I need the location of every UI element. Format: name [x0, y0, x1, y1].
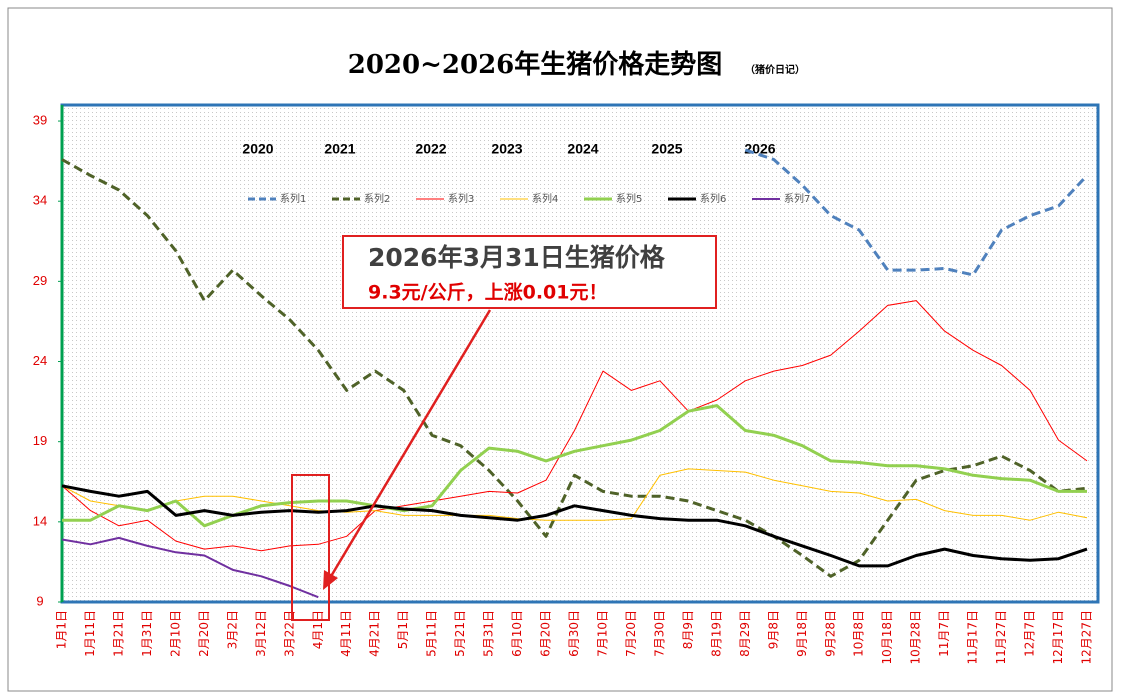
y-tick-label: 14: [33, 513, 47, 528]
x-tick-label: 9月8日: [766, 610, 780, 649]
y-tick-label: 34: [33, 193, 47, 208]
x-tick-label: 3月2日: [225, 610, 239, 649]
year-label: 2022: [415, 141, 446, 157]
arrow: [328, 309, 492, 579]
year-label: 2023: [491, 141, 522, 157]
series-line: [61, 158, 1088, 578]
x-tick-label: 9月28日: [823, 610, 837, 657]
y-tick-label: 19: [33, 433, 47, 448]
year-label: 2024: [567, 141, 598, 157]
legend-label: 系列7: [784, 192, 810, 205]
legend-label: 系列6: [700, 192, 726, 205]
legend-label: 系列5: [616, 192, 642, 205]
series-line: [61, 484, 1088, 568]
series-line: [61, 468, 1088, 521]
y-tick-label: 9: [36, 593, 43, 608]
year-label: 2020: [242, 141, 273, 157]
x-tick-label: 11月27日: [994, 610, 1008, 665]
x-tick-label: 5月1日: [396, 610, 410, 649]
x-tick-label: 4月21日: [368, 610, 382, 657]
chart-subtitle: （猪价日记）: [745, 63, 805, 76]
x-tick-label: 6月30日: [567, 610, 581, 657]
x-tick-label: 3月12日: [254, 610, 268, 657]
x-tick-label: 3月22日: [282, 610, 296, 657]
x-tick-label: 9月18日: [795, 610, 809, 657]
annotation-text: 9.3元/公斤，上涨0.01元！: [368, 282, 607, 304]
x-tick-label: 2月10日: [168, 610, 182, 657]
x-tick-label: 8月19日: [709, 610, 723, 657]
x-tick-label: 4月11日: [339, 610, 353, 657]
legend-label: 系列3: [448, 192, 474, 205]
x-tick-label: 1月21日: [111, 610, 125, 657]
x-tick-label: 7月20日: [624, 610, 638, 657]
chart-title: 2020~2026年生猪价格走势图: [348, 49, 723, 80]
arrow-head: [323, 570, 338, 590]
x-tick-label: 7月10日: [595, 610, 609, 657]
x-tick-label: 5月11日: [425, 610, 439, 657]
x-tick-label: 6月20日: [539, 610, 553, 657]
x-tick-label: 7月30日: [652, 610, 666, 657]
x-tick-label: 10月18日: [880, 610, 894, 665]
year-label: 2021: [324, 141, 355, 157]
legend-label: 系列1: [280, 192, 306, 205]
x-tick-label: 2月20日: [197, 610, 211, 657]
x-tick-label: 8月29日: [738, 610, 752, 657]
annotation-box: [342, 235, 717, 309]
highlight-box: [291, 474, 330, 621]
y-tick-label: 24: [33, 353, 47, 368]
x-tick-label: 4月1日: [311, 610, 325, 649]
x-tick-label: 5月31日: [482, 610, 496, 657]
annotation-title: 2026年3月31日生猪价格: [368, 243, 666, 272]
legend-label: 系列4: [532, 192, 558, 205]
x-tick-label: 6月10日: [510, 610, 524, 657]
x-tick-label: 11月7日: [937, 610, 951, 657]
x-tick-label: 12月7日: [1023, 610, 1037, 657]
y-tick-label: 39: [33, 112, 47, 127]
x-tick-label: 12月27日: [1080, 610, 1094, 665]
legend-label: 系列2: [364, 192, 390, 205]
x-tick-label: 1月11日: [83, 610, 97, 657]
x-tick-label: 10月28日: [909, 610, 923, 665]
x-tick-label: 12月17日: [1051, 610, 1065, 665]
year-label: 2025: [651, 141, 682, 157]
plot-area: [60, 103, 1100, 604]
x-tick-label: 10月8日: [852, 610, 866, 657]
x-tick-label: 1月31日: [140, 610, 154, 657]
x-tick-label: 8月9日: [681, 610, 695, 649]
series-line: [61, 536, 319, 599]
x-tick-label: 1月1日: [55, 610, 69, 649]
x-tick-label: 5月21日: [453, 610, 467, 657]
x-tick-label: 11月17日: [966, 610, 980, 665]
series-line: [61, 300, 1088, 552]
y-tick-label: 29: [33, 273, 47, 288]
